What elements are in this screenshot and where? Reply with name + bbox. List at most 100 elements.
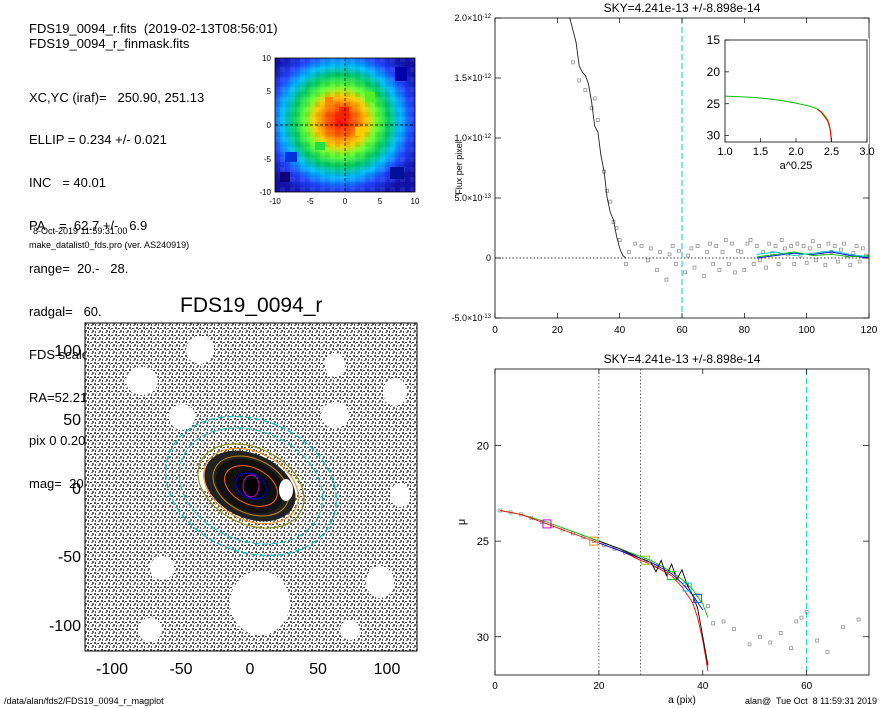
footer-user-time: alan@ Tue Oct 8 11:59:31 2019 — [745, 696, 878, 706]
data-point — [795, 241, 800, 246]
data-point — [571, 60, 575, 65]
image-frame — [84, 322, 418, 652]
x-tick-label: 0 — [492, 325, 498, 336]
chart-title: SKY=4.241e-13 +/-8.898e-14 — [604, 1, 761, 15]
image-ytick: 100 — [54, 343, 81, 360]
x-tick-label: 20 — [593, 681, 605, 692]
heatmap-xtick: 10 — [411, 197, 420, 206]
data-point — [841, 625, 845, 630]
x-tick-label: 80 — [739, 325, 751, 336]
sky-level-line — [756, 251, 870, 258]
footer-path: /data/alan/fds2/FDS19_0094_r_magplot — [4, 696, 164, 706]
x-tick-label: 40 — [614, 325, 626, 336]
isophote-marker — [682, 582, 692, 592]
data-point — [692, 265, 697, 270]
data-point — [745, 241, 750, 246]
data-point — [773, 244, 778, 248]
data-point — [799, 615, 804, 620]
y-tick-label: 25 — [477, 536, 489, 548]
image-xtick: -50 — [169, 661, 192, 678]
data-point — [617, 238, 622, 242]
param-line: radgal= 60. — [29, 304, 102, 320]
y-axis-label: μ — [456, 519, 468, 525]
data-point — [577, 78, 581, 83]
data-point — [798, 253, 803, 258]
data-point — [857, 259, 862, 264]
data-point — [779, 238, 784, 242]
data-point — [804, 610, 809, 614]
data-point — [860, 246, 865, 251]
data-point — [677, 248, 681, 253]
param-line: INC = 40.01 — [29, 175, 106, 191]
chart-frame — [494, 368, 870, 676]
data-point — [726, 262, 731, 266]
data-point — [683, 270, 687, 275]
x-tick-label: 60 — [801, 681, 813, 692]
data-point — [807, 246, 812, 251]
image-ytick: 50 — [63, 412, 81, 429]
image-xtick: 50 — [309, 661, 327, 678]
profile-line — [598, 540, 709, 666]
profile-line — [500, 510, 709, 618]
data-point — [730, 241, 734, 246]
heatmap-xtick: -5 — [306, 197, 314, 206]
x-tick-label: 0 — [492, 681, 498, 692]
isophote-marker — [667, 571, 677, 581]
data-point — [608, 199, 613, 204]
data-point — [624, 262, 628, 266]
data-point — [723, 238, 728, 242]
thumbnail-heatmap: -10 -5 0 5 10 10 5 0 -5 -10 — [259, 54, 420, 206]
data-point — [794, 619, 799, 624]
param-line: range= 20.- 28. — [29, 261, 129, 277]
data-point — [739, 250, 744, 254]
data-point — [776, 262, 781, 266]
data-point — [689, 246, 694, 251]
data-point — [711, 262, 716, 266]
chart-title: SKY=4.241e-13 +/-8.898e-14 — [604, 352, 761, 366]
heatmap-frame — [274, 57, 416, 193]
data-point — [789, 244, 793, 248]
data-point — [658, 250, 663, 254]
image-xtick: -100 — [96, 661, 128, 678]
star-mask-overlap — [279, 479, 293, 501]
data-point — [767, 241, 772, 246]
image-ytick: -50 — [58, 549, 81, 566]
param-line: ELLIP = 0.234 +/- 0.021 — [29, 132, 167, 148]
data-point — [856, 617, 861, 622]
data-point — [605, 188, 610, 193]
data-point — [825, 650, 830, 654]
image-y-ticks: 100 50 0 -50 -100 — [49, 343, 81, 635]
data-point — [711, 621, 716, 626]
inset-x-tick-label: 1.5 — [753, 146, 768, 158]
data-point — [670, 244, 675, 248]
x-tick-label: 20 — [552, 325, 564, 336]
isophote-marker — [693, 594, 703, 603]
data-point — [721, 619, 726, 624]
data-point — [673, 262, 678, 266]
y-axis-label: Flux per pixel — [454, 141, 464, 195]
inset-x-tick-label: 2.0 — [788, 146, 803, 158]
y-tick-label: -5.0×10-13 — [452, 313, 492, 323]
x-tick-label: 120 — [861, 325, 878, 336]
y-tick-label: 5.0×10-13 — [455, 193, 492, 203]
data-point — [706, 604, 710, 608]
data-point — [801, 244, 806, 248]
data-point — [705, 250, 709, 254]
image-xtick: 0 — [246, 661, 255, 678]
data-point — [655, 268, 659, 272]
data-point — [842, 241, 846, 246]
data-point — [823, 263, 828, 268]
data-point — [758, 634, 762, 639]
data-point — [758, 258, 762, 263]
profile-line — [598, 542, 704, 611]
inset-x-tick-label: 3.0 — [859, 146, 874, 158]
data-point — [848, 263, 853, 268]
data-point — [701, 274, 706, 278]
y-tick-label: 1.0×10-12 — [455, 133, 492, 143]
data-point — [804, 260, 809, 265]
flux-profile-line — [569, 17, 627, 259]
x-tick-label: 100 — [798, 325, 815, 336]
inset-red-curve — [817, 109, 832, 143]
inset-x-axis-label: a^0.25 — [780, 160, 813, 172]
inset-background — [723, 38, 869, 144]
